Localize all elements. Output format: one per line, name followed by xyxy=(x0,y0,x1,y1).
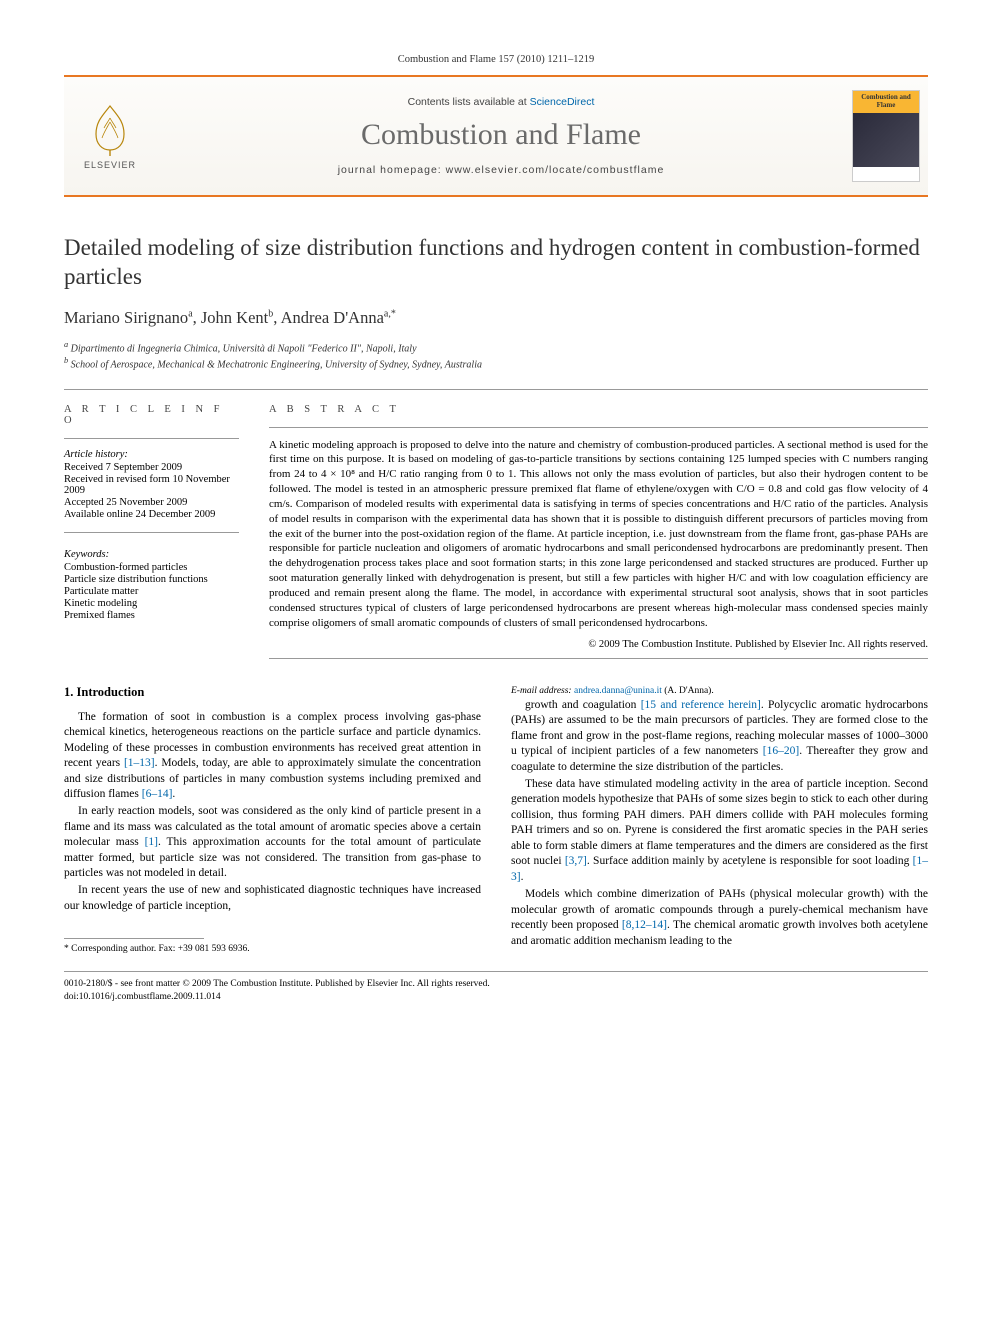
ref-link-6-14[interactable]: [6–14] xyxy=(142,788,173,800)
para-1: The formation of soot in combustion is a… xyxy=(64,710,481,803)
p4-text: growth and coagulation xyxy=(525,699,641,711)
history-revised: Received in revised form 10 November 200… xyxy=(64,474,239,496)
article-info-heading: A R T I C L E I N F O xyxy=(64,404,239,426)
para-2: In early reaction models, soot was consi… xyxy=(64,804,481,882)
author-3-affil: a, xyxy=(384,308,391,319)
ref-link-15[interactable]: [15 and reference herein] xyxy=(641,699,761,711)
contents-prefix: Contents lists available at xyxy=(408,96,530,108)
elsevier-logo: ELSEVIER xyxy=(70,86,150,186)
affil-a-text: Dipartimento di Ingegneria Chimica, Univ… xyxy=(71,343,417,354)
cover-title-strip: Combustion and Flame xyxy=(853,91,919,113)
info-rule xyxy=(64,438,239,439)
keywords-label: Keywords: xyxy=(64,549,239,560)
history-accepted: Accepted 25 November 2009 xyxy=(64,497,239,508)
journal-banner: ELSEVIER Contents lists available at Sci… xyxy=(64,77,928,197)
journal-cover-thumbnail: Combustion and Flame xyxy=(852,90,920,182)
email-line: E-mail address: andrea.danna@unina.it (A… xyxy=(511,685,928,698)
abstract-block: A B S T R A C T A kinetic modeling appro… xyxy=(269,404,928,659)
corr-author-line: * Corresponding author. Fax: +39 081 593… xyxy=(64,943,481,956)
author-1-affil: a xyxy=(188,308,192,319)
cover-bottom-strip xyxy=(853,167,919,181)
email-label: E-mail address: xyxy=(511,686,572,696)
homepage-prefix: journal homepage: xyxy=(338,164,446,176)
abstract-rule xyxy=(269,427,928,428)
keyword-4: Kinetic modeling xyxy=(64,598,239,609)
elsevier-name: ELSEVIER xyxy=(84,160,136,170)
article-info-block: A R T I C L E I N F O Article history: R… xyxy=(64,404,239,659)
info-rule-2 xyxy=(64,532,239,533)
affiliation-a: a Dipartimento di Ingegneria Chimica, Un… xyxy=(64,340,928,354)
abstract-bottom-rule xyxy=(269,658,928,659)
author-1: Mariano Sirignano xyxy=(64,308,188,327)
contents-available-line: Contents lists available at ScienceDirec… xyxy=(150,96,852,108)
article-title: Detailed modeling of size distribution f… xyxy=(64,233,928,292)
ref-link-3-7[interactable]: [3,7] xyxy=(565,855,587,867)
cover-image-area xyxy=(853,113,919,167)
affil-a-sup: a xyxy=(64,340,68,349)
history-online: Available online 24 December 2009 xyxy=(64,509,239,520)
history-label: Article history: xyxy=(64,449,239,460)
p1-end: . xyxy=(172,788,175,800)
homepage-url: www.elsevier.com/locate/combustflame xyxy=(446,164,665,176)
section-1-heading: 1. Introduction xyxy=(64,685,481,700)
para-3: In recent years the use of new and sophi… xyxy=(64,883,481,914)
elsevier-tree-icon xyxy=(82,102,138,158)
affil-b-sup: b xyxy=(64,356,68,365)
history-received: Received 7 September 2009 xyxy=(64,462,239,473)
footer-copyright: 0010-2180/$ - see front matter © 2009 Th… xyxy=(64,978,928,991)
author-3: Andrea D'Anna xyxy=(281,308,384,327)
body-columns: 1. Introduction The formation of soot in… xyxy=(64,685,928,957)
ref-link-1-13[interactable]: [1–13] xyxy=(124,757,155,769)
p5-cont: . Surface addition mainly by acetylene i… xyxy=(587,855,913,867)
para-6: Models which combine dimerization of PAH… xyxy=(511,887,928,949)
footer-doi: doi:10.1016/j.combustflame.2009.11.014 xyxy=(64,991,928,1004)
footnote-rule xyxy=(64,938,204,939)
page-footer: 0010-2180/$ - see front matter © 2009 Th… xyxy=(64,971,928,1005)
para-4: growth and coagulation [15 and reference… xyxy=(511,698,928,776)
journal-banner-title: Combustion and Flame xyxy=(150,118,852,152)
p5-end: . xyxy=(521,871,524,883)
corresponding-star: * xyxy=(391,308,396,319)
affiliation-b: b School of Aerospace, Mechanical & Mech… xyxy=(64,356,928,370)
keyword-3: Particulate matter xyxy=(64,586,239,597)
abstract-heading: A B S T R A C T xyxy=(269,404,928,415)
author-2: John Kent xyxy=(201,308,268,327)
keyword-2: Particle size distribution functions xyxy=(64,574,239,585)
para-5: These data have stimulated modeling acti… xyxy=(511,777,928,886)
author-2-affil: b xyxy=(268,308,273,319)
section-1: 1. Introduction The formation of soot in… xyxy=(64,685,928,957)
p3-text: In recent years the use of new and sophi… xyxy=(64,884,481,912)
journal-homepage-line: journal homepage: www.elsevier.com/locat… xyxy=(150,164,852,176)
running-head: Combustion and Flame 157 (2010) 1211–121… xyxy=(64,54,928,65)
keyword-5: Premixed flames xyxy=(64,610,239,621)
sciencedirect-link[interactable]: ScienceDirect xyxy=(530,96,595,108)
email-link[interactable]: andrea.danna@unina.it xyxy=(574,686,662,696)
ref-link-16-20[interactable]: [16–20] xyxy=(763,745,799,757)
ref-link-8-12-14[interactable]: [8,12–14] xyxy=(622,919,667,931)
meta-top-rule xyxy=(64,389,928,390)
abstract-copyright: © 2009 The Combustion Institute. Publish… xyxy=(269,639,928,650)
email-suffix: (A. D'Anna). xyxy=(664,686,713,696)
abstract-text: A kinetic modeling approach is proposed … xyxy=(269,438,928,631)
keyword-1: Combustion-formed particles xyxy=(64,562,239,573)
author-list: Mariano Sirignanoa, John Kentb, Andrea D… xyxy=(64,308,928,328)
ref-link-1[interactable]: [1] xyxy=(145,836,158,848)
affil-b-text: School of Aerospace, Mechanical & Mechat… xyxy=(71,360,482,371)
